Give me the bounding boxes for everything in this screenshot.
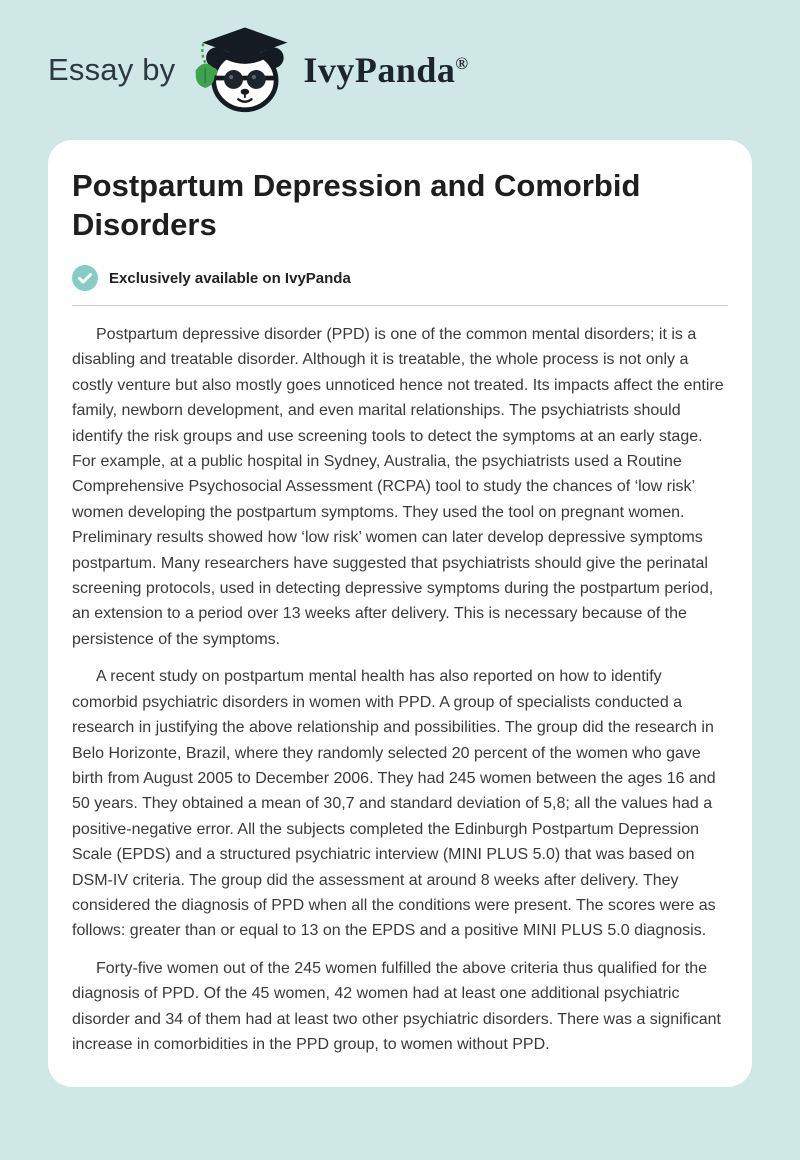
essay-by-label: Essay by bbox=[48, 52, 176, 87]
exclusive-badge: Exclusively available on IvyPanda bbox=[72, 265, 728, 291]
essay-paragraph: Postpartum depressive disorder (PPD) is … bbox=[72, 326, 724, 648]
panda-graduate-icon bbox=[195, 27, 288, 113]
brand-name: IvyPanda® bbox=[303, 50, 469, 90]
essay-card: Postpartum Depression and Comorbid Disor… bbox=[48, 140, 752, 1088]
check-icon bbox=[72, 265, 98, 291]
registered-mark: ® bbox=[455, 54, 469, 73]
essay-paragraph: A recent study on postpartum mental heal… bbox=[72, 668, 716, 940]
badge-label: Exclusively available on IvyPanda bbox=[109, 269, 351, 287]
page-header: Essay by bbox=[0, 0, 800, 140]
ivypanda-logo-link[interactable]: IvyPanda® bbox=[191, 25, 468, 115]
divider bbox=[72, 305, 728, 306]
page-title: Postpartum Depression and Comorbid Disor… bbox=[72, 168, 641, 242]
essay-body: Postpartum depressive disorder (PPD) is … bbox=[72, 306, 728, 1057]
essay-paragraph: Forty-five women out of the 245 women fu… bbox=[72, 959, 721, 1053]
